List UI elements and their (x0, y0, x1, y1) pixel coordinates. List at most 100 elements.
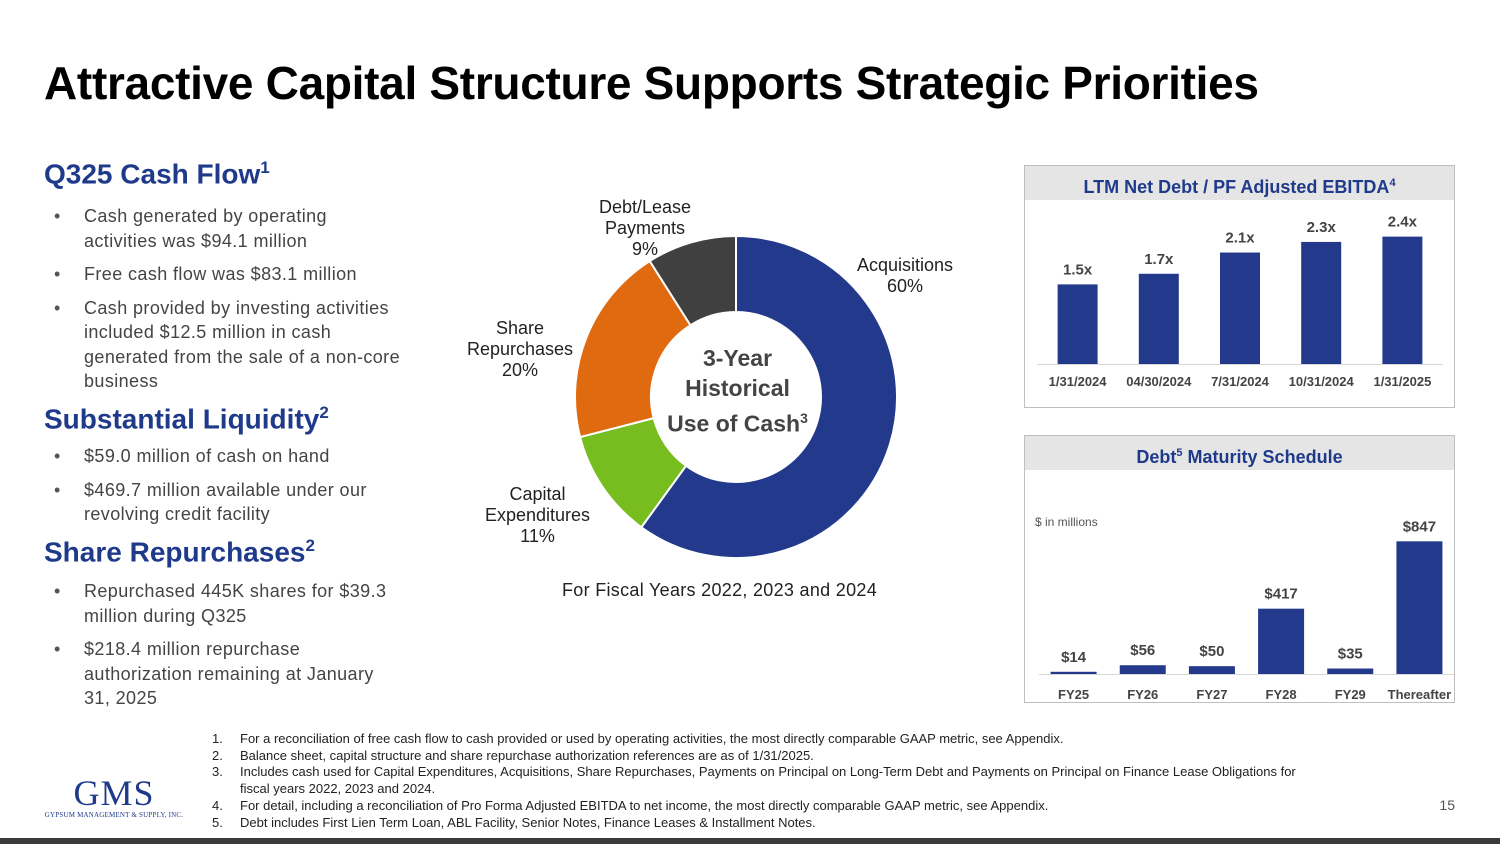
footnote-text: For a reconciliation of free cash flow t… (240, 731, 1064, 746)
donut-label-text: Share (495, 318, 545, 338)
units-label: $ in millions (1035, 515, 1098, 529)
maturity-footnote-ref: 5 (1176, 447, 1183, 459)
data-label: $35 (1338, 646, 1363, 663)
footnote: 2. Balance sheet, capital structure and s… (212, 748, 1312, 765)
footnote: 3. Includes cash used for Capital Expendi… (212, 764, 1312, 797)
donut-slice-share-repurchases (574, 259, 692, 439)
data-label: $14 (1061, 649, 1087, 666)
tick-label: FY28 (1266, 687, 1297, 702)
bar (1119, 665, 1166, 674)
maturity-panel: Debt5 Maturity Schedule $14 FY25 $56 FY26 $5… (1024, 435, 1455, 703)
donut-label-text: Acquisitions (856, 255, 954, 275)
tick-label: 1/31/2025 (1373, 374, 1431, 389)
repurchases-heading-text: Share Repurchases (44, 536, 306, 568)
bar (1382, 236, 1423, 364)
tick-label: 7/31/2024 (1211, 374, 1270, 389)
bar (1220, 252, 1260, 364)
tick-label: FY29 (1335, 687, 1366, 702)
list-item: $469.7 million available under our revol… (44, 478, 404, 527)
footnote-number: 2. (212, 747, 223, 763)
gms-logo: GMS GYPSUM MANAGEMENT & SUPPLY, INC. (44, 775, 184, 819)
donut-footnote-ref: 3 (800, 410, 808, 426)
use-of-cash-donut-chart: 3-Year Historical Use of Cash3 Acquisiti… (440, 180, 1000, 620)
donut-slice-debt-lease-payments (648, 234, 737, 327)
footnotes: 1. For a reconciliation of free cash flow… (212, 731, 1312, 831)
donut-label-acquisitions: Acquisitions 60% (840, 255, 970, 297)
repurchases-list: Repurchased 445K shares for $39.3 millio… (44, 579, 404, 720)
donut-label-text: Repurchases (466, 339, 574, 359)
bottom-bar (0, 838, 1500, 844)
donut-center-line: Use of Cash3 (650, 403, 825, 439)
leverage-bar-chart: 1.5x 1/31/2024 1.7x 04/30/2024 2.1x 7/31/2024… (1037, 214, 1443, 389)
leverage-panel-title: LTM Net Debt / PF Adjusted EBITDA (1083, 177, 1390, 197)
liquidity-footnote-ref: 2 (319, 403, 329, 422)
footnote-text: For detail, including a reconciliation o… (240, 797, 1049, 813)
maturity-panel-title-rest: Maturity Schedule (1182, 447, 1343, 467)
donut-center-line: Historical (685, 375, 790, 401)
bar (1301, 241, 1342, 364)
tick-label: 04/30/2024 (1126, 374, 1192, 389)
donut-center-line-text: Use of Cash (667, 410, 801, 437)
data-label: 1.5x (1063, 261, 1093, 278)
tick-label: FY25 (1058, 687, 1089, 702)
data-label: 1.7x (1144, 251, 1174, 268)
maturity-panel-title: Debt (1136, 447, 1177, 467)
data-label: 2.1x (1225, 230, 1255, 247)
list-item: Repurchased 445K shares for $39.3 millio… (44, 579, 404, 628)
cash-flow-heading: Q325 Cash Flow1 (44, 158, 270, 190)
donut-svg (574, 234, 898, 559)
list-item: $59.0 million of cash on hand (44, 444, 404, 469)
tick-label: 1/31/2024 (1049, 374, 1108, 389)
bar (1396, 541, 1443, 674)
donut-label-text: Debt/Lease (598, 197, 692, 217)
donut-slice-acquisitions (639, 234, 898, 559)
leverage-footnote-ref: 4 (1389, 177, 1396, 189)
footnote: 4. For detail, including a reconciliation… (212, 798, 1312, 815)
data-label: $50 (1199, 643, 1224, 660)
footnote: 5. Debt includes First Lien Term Loan, AB… (212, 815, 1312, 832)
footnote: 1. For a reconciliation of free cash flow… (212, 731, 1312, 748)
footnote-number: 4. (212, 797, 223, 813)
data-label: 2.3x (1307, 219, 1337, 236)
page-number: 15 (1439, 797, 1455, 813)
footnote-text: Balance sheet, capital structure and sha… (240, 747, 814, 763)
bar (1057, 284, 1098, 364)
leverage-panel-header: LTM Net Debt / PF Adjusted EBITDA4 (1025, 166, 1454, 200)
donut-label-text: Expenditures (484, 505, 591, 525)
footnote-number: 5. (212, 814, 223, 830)
repurchases-heading: Share Repurchases2 (44, 536, 315, 568)
cash-flow-list: Cash generated by operating activities w… (44, 204, 404, 403)
footnote-number: 1. (212, 731, 223, 746)
donut-label-value: 60% (886, 276, 924, 296)
footnote-number: 3. (212, 764, 223, 780)
liquidity-heading: Substantial Liquidity2 (44, 403, 329, 435)
tick-label: 10/31/2024 (1289, 374, 1355, 389)
donut-label-value: 9% (631, 239, 658, 259)
donut-label-text: Payments (604, 218, 686, 238)
list-item: Free cash flow was $83.1 million (44, 262, 404, 287)
list-item: $218.4 million repurchase authorization … (44, 637, 404, 711)
page-title: Attractive Capital Structure Supports St… (44, 57, 1259, 109)
data-label: 2.4x (1388, 214, 1418, 231)
footnote-text: Debt includes First Lien Term Loan, ABL … (240, 814, 816, 830)
maturity-panel-header: Debt5 Maturity Schedule (1025, 436, 1454, 470)
donut-label-text: Capital (509, 484, 566, 504)
liquidity-heading-text: Substantial Liquidity (44, 403, 320, 435)
donut-center-title: 3-Year Historical Use of Cash3 (650, 343, 825, 439)
cash-flow-footnote-ref: 1 (260, 158, 270, 177)
liquidity-list: $59.0 million of cash on hand $469.7 mil… (44, 444, 404, 536)
bar (1188, 666, 1235, 674)
footnote-text: Includes cash used for Capital Expenditu… (240, 764, 1296, 797)
tick-label: FY27 (1196, 687, 1227, 702)
cash-flow-heading-text: Q325 Cash Flow (44, 158, 261, 190)
donut-label-debt-lease: Debt/Lease Payments 9% (580, 197, 710, 260)
donut-label-value: 20% (501, 360, 539, 380)
data-label: $56 (1130, 642, 1155, 659)
donut-label-share-repurchases: Share Repurchases 20% (455, 318, 585, 381)
list-item: Cash provided by investing activities in… (44, 296, 404, 394)
tick-label: Thereafter (1388, 687, 1452, 702)
bar (1138, 273, 1179, 364)
donut-label-value: 11% (520, 526, 555, 546)
donut-center-line: 3-Year (702, 345, 773, 371)
leverage-panel: LTM Net Debt / PF Adjusted EBITDA4 1.5x 1… (1024, 165, 1455, 408)
